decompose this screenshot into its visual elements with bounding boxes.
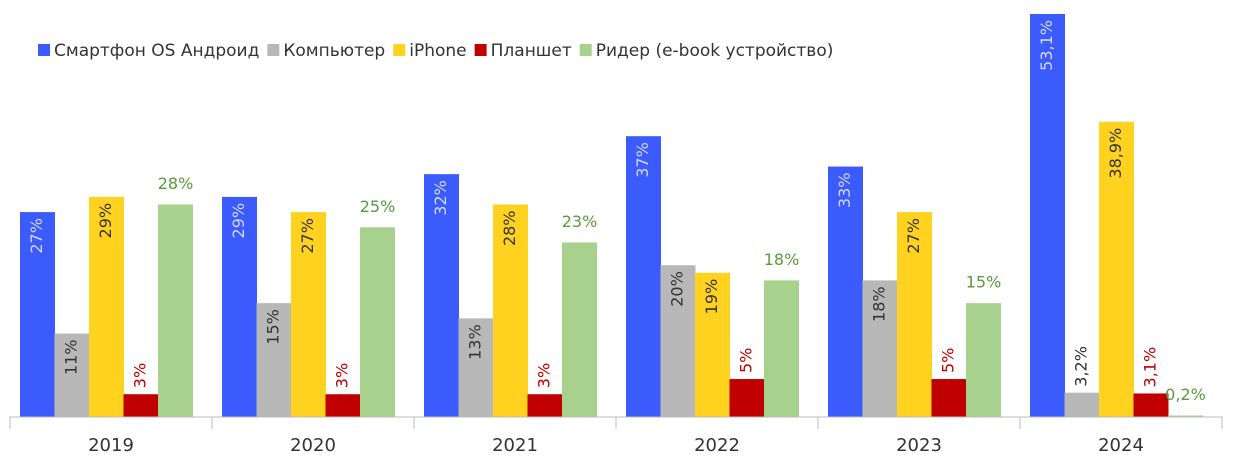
bar — [360, 227, 395, 417]
legend-label: Планшет — [491, 41, 572, 61]
value-label: 0,2% — [1165, 385, 1206, 404]
value-label: 18% — [764, 250, 800, 269]
bar — [1168, 415, 1203, 417]
value-label: 25% — [360, 197, 396, 216]
value-label: 23% — [562, 212, 598, 231]
bar — [966, 303, 1001, 417]
value-label: 5% — [737, 348, 756, 373]
value-label: 3% — [333, 363, 352, 388]
bar — [729, 379, 765, 417]
legend-label: iPhone — [409, 41, 466, 61]
bar — [54, 333, 90, 417]
bar — [1133, 393, 1169, 417]
value-label: 27% — [27, 218, 46, 254]
value-label: 5% — [939, 348, 958, 373]
value-label: 28% — [158, 174, 194, 193]
bar — [1064, 392, 1100, 417]
value-label: 28% — [500, 210, 519, 246]
x-tick-label: 2023 — [896, 435, 942, 456]
value-label: 32% — [431, 180, 450, 216]
bar — [626, 136, 661, 418]
value-label: 38,9% — [1106, 128, 1125, 179]
bar — [695, 272, 730, 417]
bar — [424, 174, 459, 417]
legend-swatch — [393, 44, 406, 56]
value-label: 53,1% — [1037, 20, 1056, 71]
value-label: 33% — [835, 173, 854, 209]
bar — [1030, 14, 1065, 417]
value-label: 3,2% — [1072, 346, 1091, 387]
value-label: 3,1% — [1141, 347, 1160, 388]
legend-swatch — [38, 44, 50, 56]
legend-swatch — [267, 44, 280, 56]
value-label: 37% — [633, 142, 652, 178]
value-label: 13% — [466, 324, 485, 360]
value-label: 27% — [298, 218, 317, 254]
value-label: 29% — [229, 203, 248, 239]
bar — [764, 280, 799, 417]
bar — [1099, 121, 1134, 417]
legend-swatch — [579, 44, 592, 56]
value-label: 15% — [264, 309, 283, 345]
legend-label: Смартфон OS Андроид — [54, 41, 259, 61]
bar — [562, 242, 597, 417]
bar — [20, 212, 55, 417]
value-label: 19% — [702, 279, 721, 315]
bar — [222, 196, 257, 417]
legend-label: Компьютер — [283, 41, 385, 61]
value-label: 3% — [131, 363, 150, 388]
bar — [493, 204, 528, 417]
bar — [256, 303, 292, 417]
bar — [660, 265, 696, 417]
value-label: 27% — [904, 218, 923, 254]
value-label: 15% — [966, 273, 1002, 292]
bar — [862, 280, 898, 417]
legend-label: Ридер (e-book устройство) — [596, 41, 834, 61]
x-tick-label: 2021 — [492, 435, 538, 456]
bar — [325, 394, 361, 417]
bar — [931, 379, 967, 417]
bar — [527, 394, 563, 417]
bar — [123, 394, 159, 417]
bar — [89, 196, 124, 417]
x-tick-label: 2020 — [290, 435, 336, 456]
x-tick-label: 2019 — [88, 435, 134, 456]
bar — [897, 212, 932, 417]
value-label: 20% — [668, 271, 687, 307]
value-label: 29% — [96, 203, 115, 239]
bar — [828, 166, 863, 417]
bar — [291, 212, 326, 417]
value-label: 18% — [870, 286, 889, 322]
x-tick-label: 2022 — [694, 435, 740, 456]
value-label: 11% — [62, 340, 81, 376]
bar — [158, 204, 193, 417]
x-tick-label: 2024 — [1098, 435, 1144, 456]
legend-swatch — [474, 44, 487, 56]
value-label: 3% — [535, 363, 554, 388]
bar — [458, 318, 494, 417]
